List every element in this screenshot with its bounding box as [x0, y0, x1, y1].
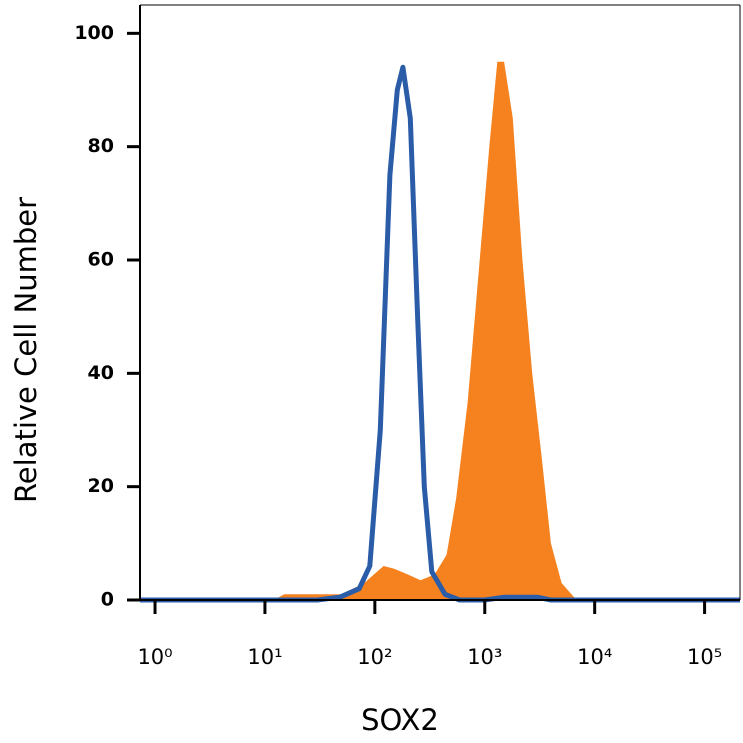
x-tick-label: 10³: [467, 645, 502, 669]
x-tick-label: 10⁴: [577, 645, 612, 669]
x-axis-label: SOX2: [361, 703, 439, 737]
area: [140, 61, 740, 600]
x-tick-label: 10²: [357, 645, 392, 669]
y-axis-label: Relative Cell Number: [9, 197, 43, 503]
y-tick-label: 60: [88, 249, 114, 271]
x-tick-label: 10¹: [247, 645, 282, 669]
y-tick-label: 80: [88, 135, 114, 157]
y-tick-label: 40: [88, 362, 114, 384]
y-tick-label: 20: [88, 475, 114, 497]
y-tick-label: 0: [101, 589, 114, 611]
x-tick-label: 10⁰: [137, 645, 172, 669]
line: [140, 64, 740, 603]
y-tick-label: 100: [74, 22, 114, 44]
x-tick-label: 10⁵: [687, 645, 722, 669]
